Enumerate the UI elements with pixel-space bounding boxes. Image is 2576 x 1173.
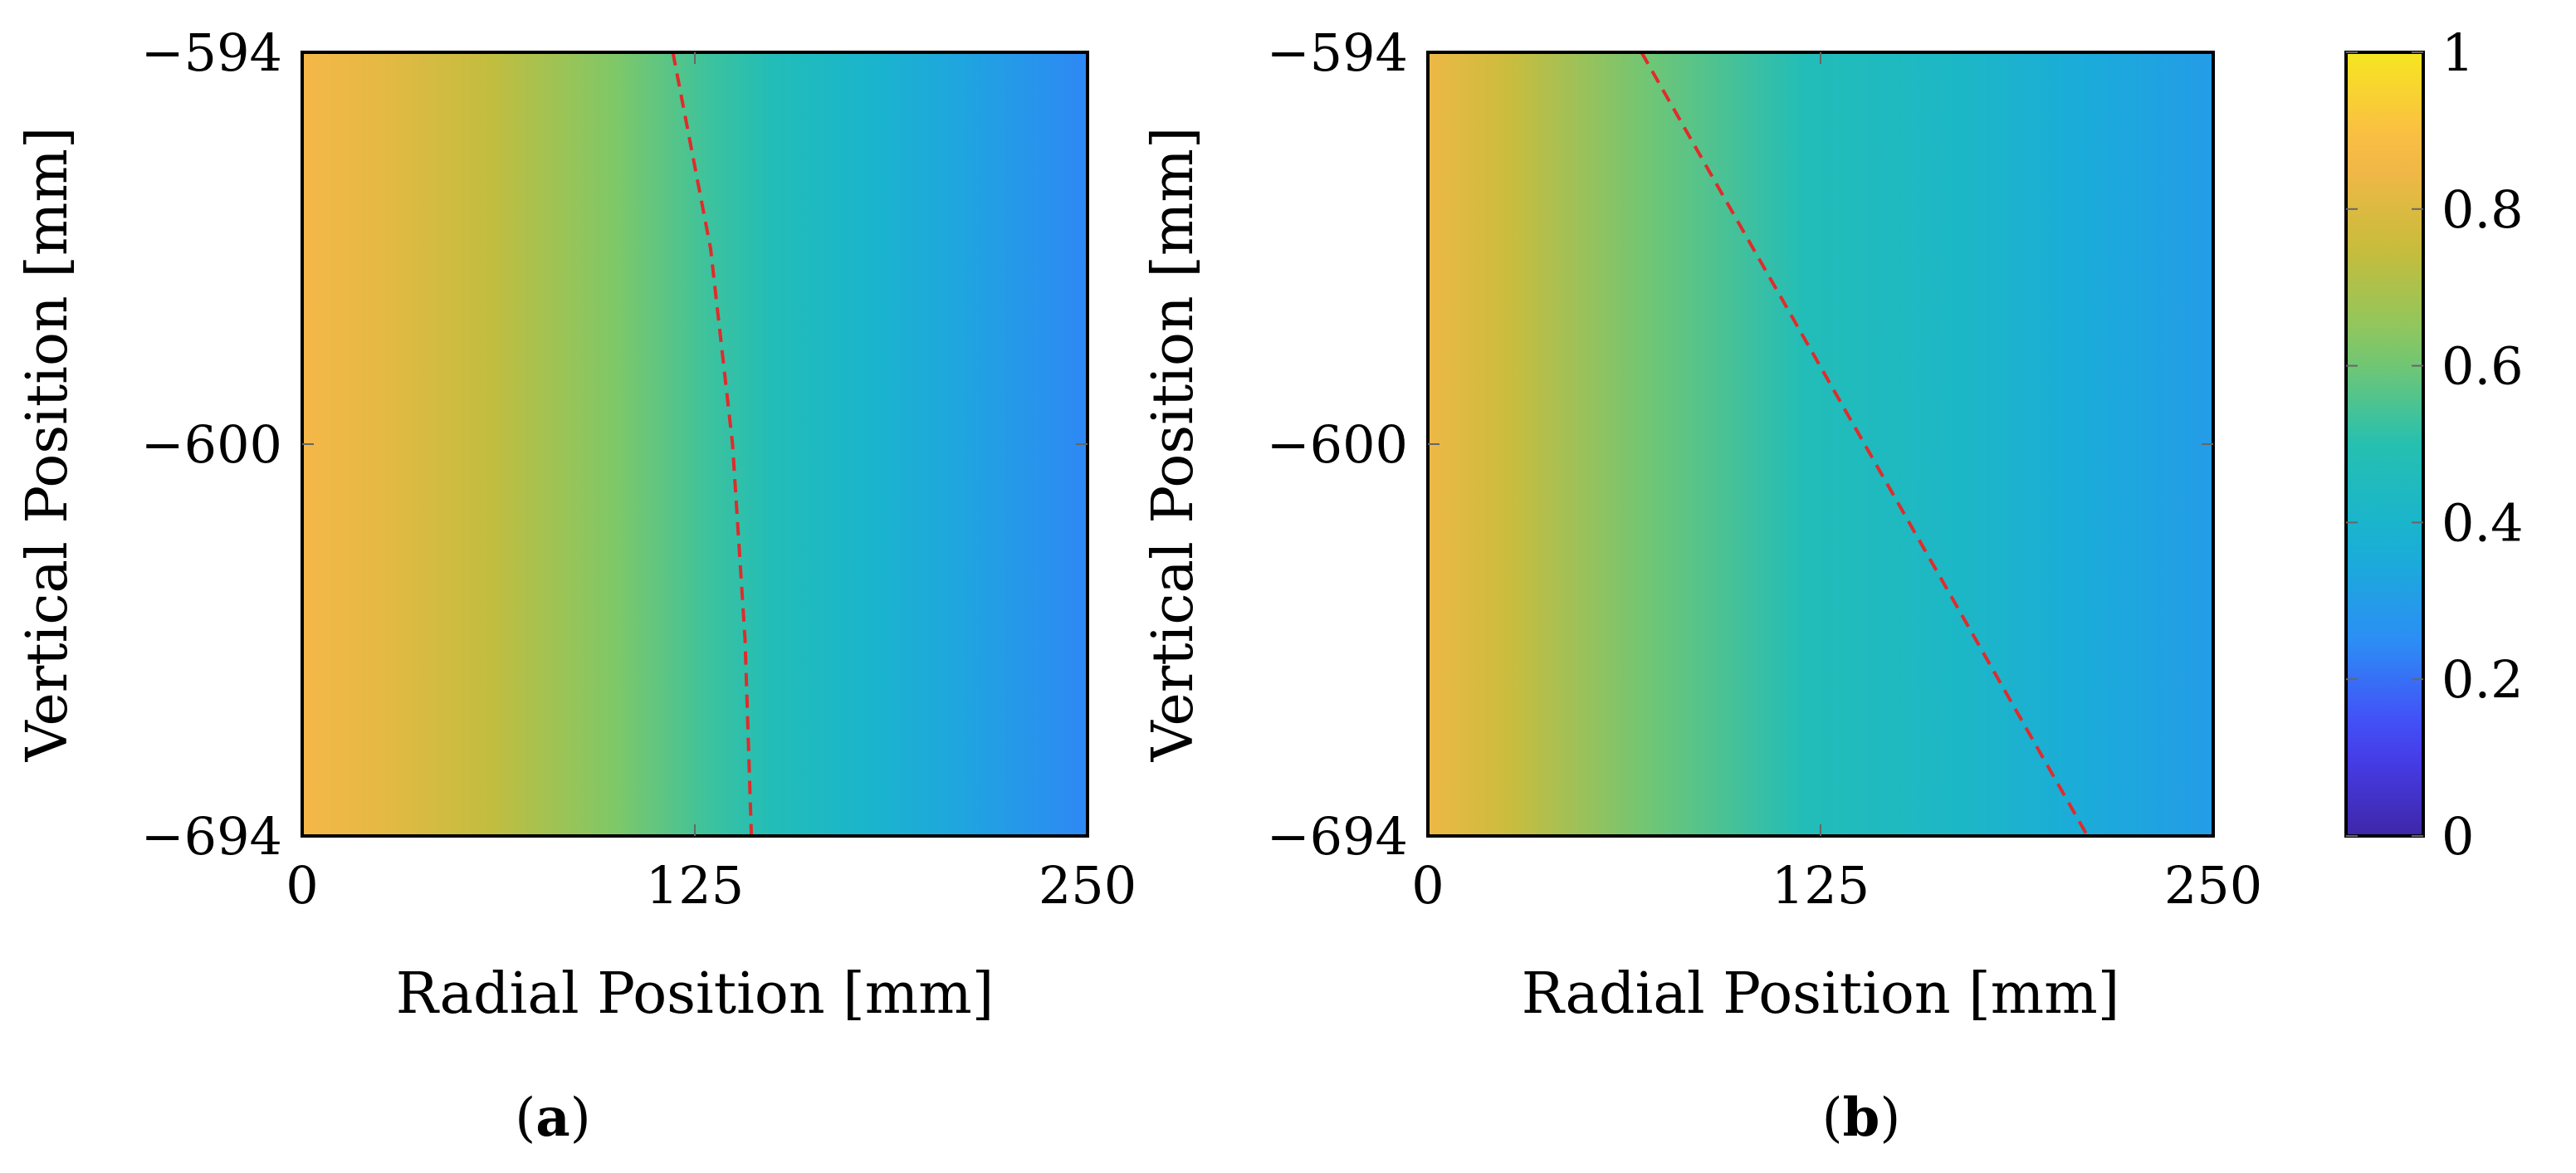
y-tick-label-b-bottom: −694	[1267, 806, 1408, 867]
x-tick-label-a-0: 0	[286, 855, 318, 916]
x-axis-title-b: Radial Position [mm]	[1522, 961, 2120, 1027]
colorbar-tick-label: 0.2	[2442, 649, 2524, 710]
x-axis-title-a: Radial Position [mm]	[396, 961, 995, 1027]
heatmap-a	[302, 52, 1088, 836]
x-tick-label-b-250: 250	[2164, 855, 2262, 916]
colorbar-tick-label: 0.8	[2442, 179, 2524, 240]
x-tick-label-b-125: 125	[1772, 855, 1870, 916]
x-tick-label-b-0: 0	[1411, 855, 1444, 916]
colorbar-frame	[2344, 51, 2425, 838]
x-tick-label-a-125: 125	[646, 855, 744, 916]
colorbar-tick-label: 0.6	[2442, 336, 2524, 397]
y-ticks-b	[1428, 52, 2213, 836]
heatmap-b	[1428, 52, 2213, 836]
y-tick-label-b-top: −594	[1267, 22, 1408, 83]
panel-label-a: (a)	[515, 1087, 590, 1149]
colorbar-fill	[2346, 52, 2423, 836]
colorbar-ticks: 0 0.2 0.4 0.6 0.8 1	[2346, 22, 2524, 867]
panel-b: −594 −600 −694 0 125 250 Radial Position…	[1141, 22, 2262, 1149]
x-tick-label-a-250: 250	[1039, 855, 1136, 916]
y-axis-title-b: Vertical Position [mm]	[1141, 127, 1206, 763]
colorbar-tick-label: 0	[2442, 806, 2474, 867]
colorbar-tick-label: 0.4	[2442, 492, 2524, 553]
panel-a: −594 −600 −694 0 125 250 Radial Position…	[15, 22, 1136, 1149]
y-tick-label-a-mid: −600	[141, 414, 282, 475]
y-ticks-a	[302, 52, 1088, 836]
panel-label-b: (b)	[1822, 1087, 1901, 1149]
y-tick-label-a-top: −594	[141, 22, 282, 83]
y-tick-label-a-bottom: −694	[141, 806, 282, 867]
y-axis-title-a: Vertical Position [mm]	[15, 127, 81, 763]
y-tick-label-b-mid: −600	[1267, 414, 1408, 475]
colorbar-tick-label: 1	[2442, 22, 2474, 83]
dashed-boundary-a	[671, 51, 754, 837]
colorbar: 0 0.2 0.4 0.6 0.8 1	[2344, 22, 2524, 867]
